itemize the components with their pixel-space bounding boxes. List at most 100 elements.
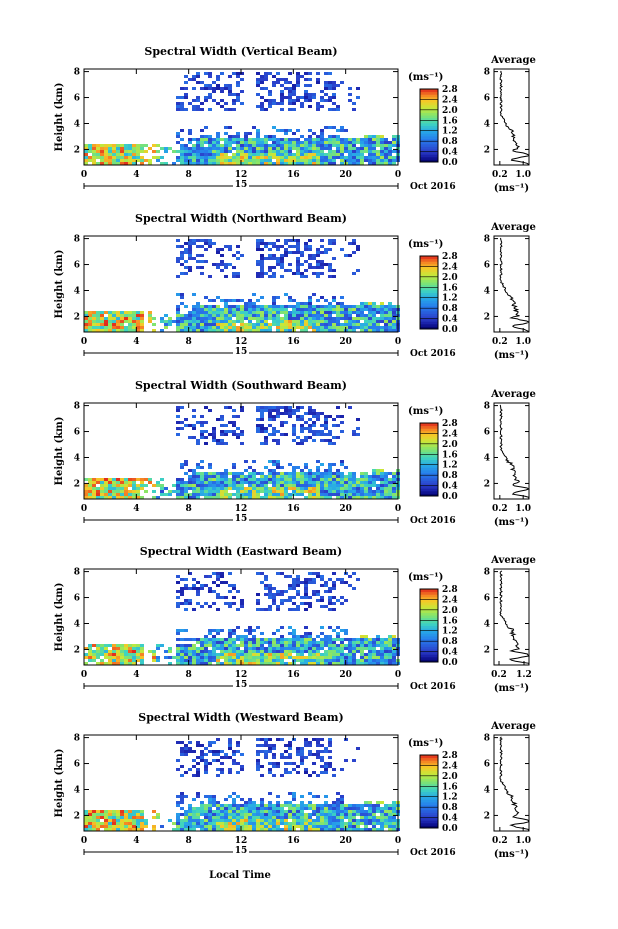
heatmap-cell bbox=[380, 326, 384, 329]
heatmap-cell bbox=[132, 144, 136, 147]
x-tick-label: 0 bbox=[81, 170, 87, 180]
heatmap-cell bbox=[232, 602, 236, 605]
heatmap-cell bbox=[108, 662, 112, 665]
heatmap-cell bbox=[316, 590, 320, 593]
heatmap-cell bbox=[240, 641, 244, 644]
heatmap-cell bbox=[260, 478, 264, 481]
heatmap-cell bbox=[348, 584, 352, 587]
heatmap-cell bbox=[320, 810, 324, 813]
heatmap-cell bbox=[364, 816, 368, 819]
heatmap-cell bbox=[316, 828, 320, 831]
heatmap-cell bbox=[244, 816, 248, 819]
heatmap-cell bbox=[216, 478, 220, 481]
heatmap-cell bbox=[324, 481, 328, 484]
heatmap-cell bbox=[296, 810, 300, 813]
heatmap-cell bbox=[228, 741, 232, 744]
heatmap-cell bbox=[216, 317, 220, 320]
colorbar-segment bbox=[420, 104, 438, 108]
heatmap-cell bbox=[276, 795, 280, 798]
heatmap-cell bbox=[308, 828, 312, 831]
heatmap-cell bbox=[236, 317, 240, 320]
heatmap-cell bbox=[88, 320, 92, 323]
heatmap-cell bbox=[292, 659, 296, 662]
heatmap-cell bbox=[316, 460, 320, 463]
heatmap-cell bbox=[372, 305, 376, 308]
heatmap-cell bbox=[376, 308, 380, 311]
heatmap-cell bbox=[324, 472, 328, 475]
heatmap-cell bbox=[320, 329, 324, 332]
colorbar-tick-label: 0.0 bbox=[442, 824, 458, 834]
heatmap-cell bbox=[224, 481, 228, 484]
heatmap-cell bbox=[340, 305, 344, 308]
heatmap-cell bbox=[244, 496, 248, 499]
heatmap-cell bbox=[356, 659, 360, 662]
heatmap-cell bbox=[152, 484, 156, 487]
colorbar-segment bbox=[420, 646, 438, 650]
heatmap-cell bbox=[284, 251, 288, 254]
heatmap-cell bbox=[248, 644, 252, 647]
heatmap-cell bbox=[296, 765, 300, 768]
average-frame bbox=[493, 568, 530, 666]
heatmap-cell bbox=[292, 239, 296, 242]
heatmap-cell bbox=[156, 481, 160, 484]
colorbar-tick-label: 2.4 bbox=[442, 429, 458, 439]
heatmap-cell bbox=[232, 638, 236, 641]
heatmap-cell bbox=[252, 156, 256, 159]
heatmap-cell bbox=[184, 771, 188, 774]
heatmap-cell bbox=[320, 90, 324, 93]
heatmap-cell bbox=[292, 138, 296, 141]
heatmap-cell bbox=[388, 487, 392, 490]
heatmap-cell bbox=[240, 153, 244, 156]
colorbar-segment bbox=[420, 269, 438, 273]
heatmap-cell bbox=[216, 329, 220, 332]
heatmap-cell bbox=[180, 317, 184, 320]
heatmap-cell bbox=[268, 813, 272, 816]
heatmap-cell bbox=[208, 822, 212, 825]
heatmap-cell bbox=[320, 296, 324, 299]
heatmap-cell bbox=[352, 807, 356, 810]
heatmap-cell bbox=[264, 162, 268, 165]
heatmap-cell bbox=[208, 317, 212, 320]
heatmap-cell bbox=[96, 819, 100, 822]
heatmap-cell bbox=[288, 96, 292, 99]
heatmap-cell bbox=[368, 828, 372, 831]
heatmap-cell bbox=[192, 493, 196, 496]
heatmap-cell bbox=[280, 260, 284, 263]
heatmap-cell bbox=[216, 647, 220, 650]
heatmap-cell bbox=[244, 804, 248, 807]
heatmap-cell bbox=[364, 150, 368, 153]
heatmap-cell bbox=[332, 581, 336, 584]
heatmap-cell bbox=[100, 816, 104, 819]
heatmap-cell bbox=[216, 84, 220, 87]
heatmap-cell bbox=[208, 481, 212, 484]
heatmap-cell bbox=[228, 84, 232, 87]
heatmap-cell bbox=[84, 662, 88, 665]
heatmap-cell bbox=[352, 653, 356, 656]
heatmap-cell bbox=[364, 822, 368, 825]
heatmap-cell bbox=[152, 156, 156, 159]
heatmap-cell bbox=[104, 810, 108, 813]
heatmap-cell bbox=[120, 653, 124, 656]
heatmap-cell bbox=[208, 575, 212, 578]
average-unit: (ms⁻¹) bbox=[494, 183, 529, 194]
heatmap-cell bbox=[348, 496, 352, 499]
heatmap-cell bbox=[128, 481, 132, 484]
heatmap-cell bbox=[320, 599, 324, 602]
heatmap-cell bbox=[84, 822, 88, 825]
heatmap-cell bbox=[204, 126, 208, 129]
heatmap-cell bbox=[336, 424, 340, 427]
heatmap-cell bbox=[336, 599, 340, 602]
heatmap-cell bbox=[184, 496, 188, 499]
heatmap-cell bbox=[196, 305, 200, 308]
heatmap-cell bbox=[324, 72, 328, 75]
heatmap-cell bbox=[192, 427, 196, 430]
heatmap-cell bbox=[356, 159, 360, 162]
heatmap-cell bbox=[332, 162, 336, 165]
heatmap-cell bbox=[352, 804, 356, 807]
colorbar-segment bbox=[420, 112, 438, 116]
heatmap-cell bbox=[288, 150, 292, 153]
heatmap-cell bbox=[212, 311, 216, 314]
heatmap-cell bbox=[256, 481, 260, 484]
